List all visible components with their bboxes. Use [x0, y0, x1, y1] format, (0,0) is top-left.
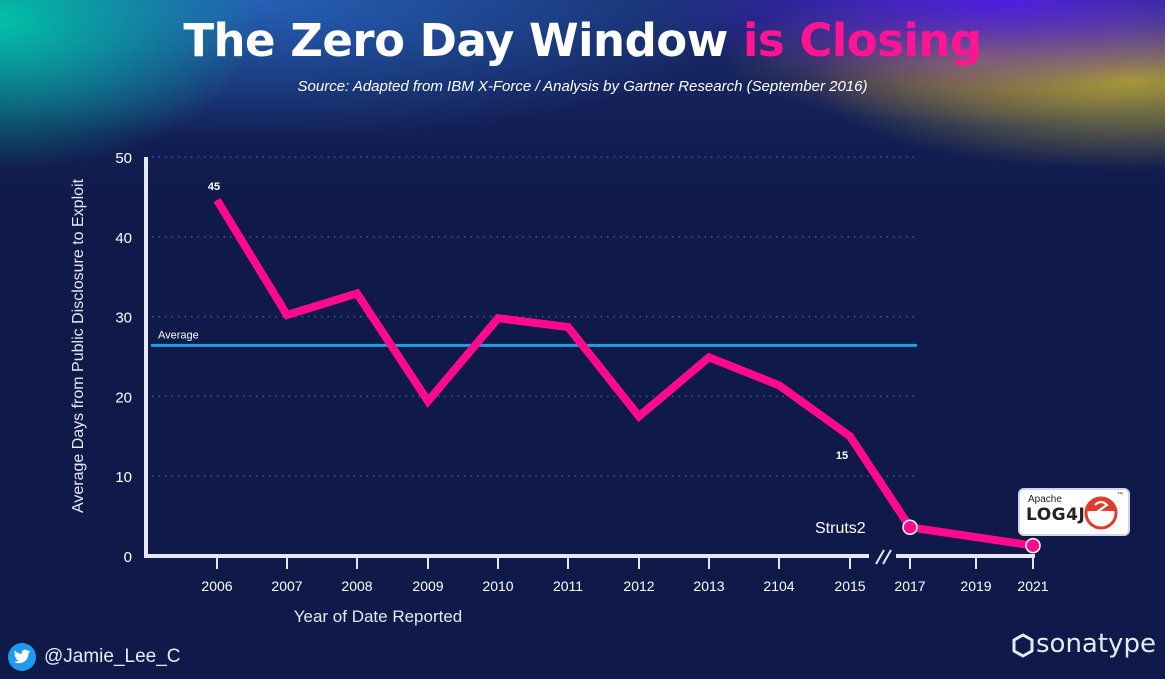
page-title: The Zero Day Window is Closing	[0, 14, 1165, 67]
axis-break-mark	[875, 549, 885, 565]
annotation-struts2: Struts2	[815, 520, 866, 537]
x-tick-label: 2019	[960, 578, 991, 594]
twitter-handle: @Jamie_Lee_C	[44, 646, 181, 667]
x-tick-label: 2015	[834, 578, 865, 594]
title-accent: is Closing	[742, 14, 982, 67]
y-tick-label: 20	[115, 389, 132, 406]
x-tick-label: 2008	[341, 578, 372, 594]
subtitle: Source: Adapted from IBM X-Force / Analy…	[297, 78, 868, 95]
y-tick-label: 30	[115, 310, 132, 327]
y-tick-label: 0	[124, 549, 132, 566]
log4j-tm-text: ™	[1117, 492, 1123, 498]
sonatype-brand: sonatype	[1036, 629, 1156, 659]
axis-break-mark	[882, 549, 892, 565]
log4j-logo-badge: Apache LOG4J ™	[1018, 488, 1130, 536]
x-tick-label: 2010	[482, 578, 513, 594]
series-line	[213, 198, 1034, 550]
log4j-name-text: LOG4J	[1026, 505, 1086, 525]
y-tick-label: 50	[115, 150, 132, 167]
x-axis-title: Year of Date Reported	[294, 607, 463, 626]
x-tick-label: 2012	[623, 578, 654, 594]
x-tick-label: 2104	[763, 578, 794, 594]
hexagon-icon	[1012, 633, 1034, 658]
average-label: Average	[158, 329, 199, 341]
x-tick-label: 2011	[553, 578, 583, 594]
data-point-marker	[1025, 537, 1041, 554]
log4j-emblem-icon	[1084, 496, 1118, 530]
log4j-apache-text: Apache	[1028, 494, 1062, 505]
title-main: The Zero Day Window	[183, 14, 743, 67]
x-tick-label: 2021	[1017, 578, 1048, 594]
twitter-bird-icon	[8, 643, 36, 671]
y-axis-title: Average Days from Public Disclosure to E…	[70, 178, 87, 513]
data-label: 15	[836, 450, 848, 462]
y-tick-label: 40	[115, 230, 132, 247]
x-tick-label: 2017	[894, 578, 925, 594]
x-tick-label: 2013	[693, 578, 724, 594]
x-tick-label: 2006	[201, 578, 232, 594]
y-tick-label: 10	[115, 469, 132, 486]
x-tick-label: 2007	[271, 578, 302, 594]
x-tick-label: 2009	[412, 578, 443, 594]
data-label: 45	[208, 181, 220, 193]
data-point-marker	[902, 519, 918, 536]
